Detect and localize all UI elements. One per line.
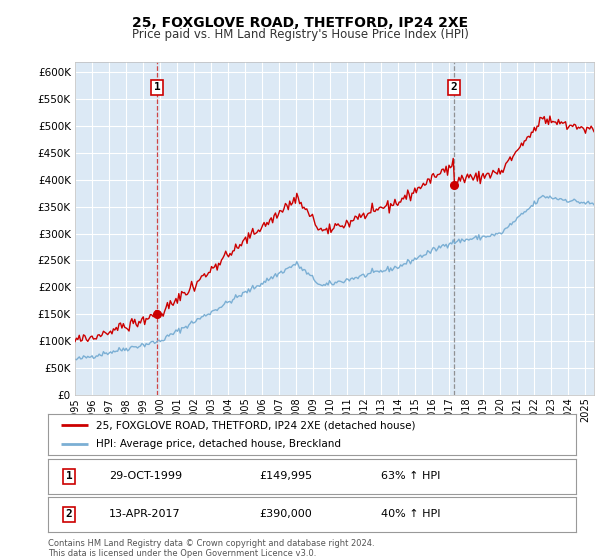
Text: 29-OCT-1999: 29-OCT-1999 (109, 472, 182, 481)
Text: 1: 1 (154, 82, 161, 92)
Text: HPI: Average price, detached house, Breckland: HPI: Average price, detached house, Brec… (95, 438, 341, 449)
Text: Contains HM Land Registry data © Crown copyright and database right 2024.
This d: Contains HM Land Registry data © Crown c… (48, 539, 374, 558)
Text: 1: 1 (66, 472, 73, 481)
Text: £390,000: £390,000 (259, 510, 312, 519)
Text: Price paid vs. HM Land Registry's House Price Index (HPI): Price paid vs. HM Land Registry's House … (131, 28, 469, 41)
Text: 2: 2 (66, 510, 73, 519)
Text: 2: 2 (451, 82, 458, 92)
Text: 25, FOXGLOVE ROAD, THETFORD, IP24 2XE (detached house): 25, FOXGLOVE ROAD, THETFORD, IP24 2XE (d… (95, 421, 415, 430)
Text: 63% ↑ HPI: 63% ↑ HPI (380, 472, 440, 481)
Text: 25, FOXGLOVE ROAD, THETFORD, IP24 2XE: 25, FOXGLOVE ROAD, THETFORD, IP24 2XE (132, 16, 468, 30)
Text: 13-APR-2017: 13-APR-2017 (109, 510, 181, 519)
Text: £149,995: £149,995 (259, 472, 313, 481)
Text: 40% ↑ HPI: 40% ↑ HPI (380, 510, 440, 519)
